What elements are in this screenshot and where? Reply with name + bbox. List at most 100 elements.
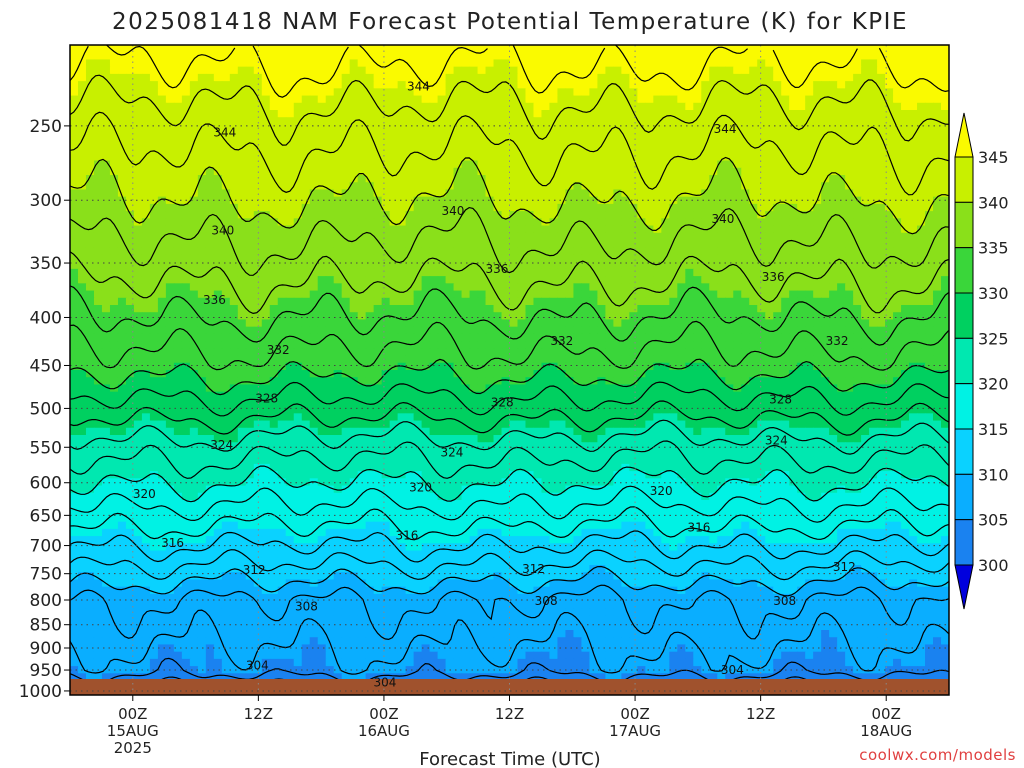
field-cell	[189, 333, 199, 342]
field-cell	[405, 131, 415, 140]
field-cell	[765, 319, 774, 328]
field-cell	[325, 52, 335, 61]
field-cell	[653, 160, 662, 169]
field-cell	[797, 232, 806, 241]
field-cell	[109, 189, 119, 198]
field-cell	[701, 189, 710, 198]
chart-title: 2025081418 NAM Forecast Potential Temper…	[112, 9, 908, 35]
field-cell	[709, 131, 718, 140]
field-cell	[709, 138, 718, 147]
field-cell	[589, 117, 598, 126]
field-cell	[541, 102, 551, 111]
field-cell	[629, 45, 638, 53]
field-cell	[821, 117, 830, 126]
field-cell	[829, 341, 838, 349]
field-cell	[717, 355, 726, 364]
field-cell	[893, 88, 902, 97]
field-cell	[117, 319, 127, 328]
field-cell	[621, 283, 630, 292]
field-cell	[413, 225, 423, 234]
field-cell	[837, 225, 846, 234]
field-cell	[229, 160, 239, 169]
field-cell	[541, 211, 551, 219]
field-cell	[165, 131, 175, 140]
field-cell	[381, 232, 391, 241]
field-cell	[269, 312, 279, 321]
field-cell	[93, 276, 103, 284]
field-cell	[653, 232, 662, 241]
field-cell	[701, 124, 710, 133]
field-cell	[165, 182, 175, 191]
field-cell	[325, 81, 335, 89]
field-cell	[365, 261, 375, 270]
field-cell	[701, 138, 710, 147]
field-cell	[149, 268, 159, 277]
field-cell	[597, 305, 606, 313]
field-cell	[901, 81, 910, 89]
field-cell	[197, 73, 207, 82]
field-cell	[309, 348, 319, 357]
field-cell	[653, 189, 662, 198]
field-cell	[533, 333, 543, 342]
field-cell	[661, 276, 670, 284]
field-cell	[445, 102, 455, 111]
field-cell	[749, 211, 758, 219]
field-cell	[525, 110, 535, 118]
field-cell	[229, 73, 239, 82]
field-cell	[581, 348, 591, 357]
field-cell	[749, 312, 758, 321]
field-cell	[653, 110, 662, 118]
field-cell	[501, 290, 511, 299]
field-cell	[357, 45, 367, 53]
field-cell	[189, 131, 199, 140]
field-cell	[917, 153, 926, 162]
field-cell	[173, 203, 183, 212]
field-cell	[805, 290, 814, 299]
field-cell	[149, 312, 159, 321]
field-cell	[277, 182, 287, 191]
field-cell	[525, 160, 535, 169]
field-cell	[461, 218, 471, 227]
field-cell	[389, 66, 399, 75]
field-cell	[293, 52, 303, 61]
field-cell	[429, 312, 439, 321]
field-cell	[637, 247, 646, 256]
field-cell	[221, 268, 231, 277]
field-cell	[941, 333, 949, 342]
field-cell	[845, 333, 854, 342]
field-cell	[725, 167, 734, 176]
field-cell	[741, 124, 750, 133]
field-cell	[109, 290, 119, 299]
field-cell	[493, 355, 503, 364]
field-cell	[77, 319, 87, 328]
field-cell	[709, 283, 718, 292]
field-cell	[701, 319, 710, 328]
field-cell	[469, 283, 479, 292]
field-cell	[525, 146, 535, 154]
field-cell	[493, 247, 503, 256]
field-cell	[837, 167, 846, 176]
field-cell	[181, 261, 191, 270]
field-cell	[717, 175, 726, 183]
field-cell	[293, 247, 303, 256]
field-cell	[229, 182, 239, 191]
field-cell	[85, 211, 95, 219]
field-cell	[141, 312, 151, 321]
field-cell	[70, 117, 79, 126]
field-cell	[685, 66, 694, 75]
field-cell	[813, 290, 822, 299]
field-cell	[917, 225, 926, 234]
field-cell	[701, 333, 710, 342]
field-cell	[389, 225, 399, 234]
field-cell	[349, 297, 359, 306]
field-cell	[565, 88, 575, 97]
field-cell	[197, 203, 207, 212]
field-cell	[149, 88, 159, 97]
field-cell	[533, 276, 543, 284]
field-cell	[421, 211, 431, 219]
field-cell	[485, 218, 495, 227]
field-cell	[413, 261, 423, 270]
field-cell	[773, 261, 782, 270]
field-cell	[413, 362, 423, 371]
field-cell	[117, 73, 127, 82]
